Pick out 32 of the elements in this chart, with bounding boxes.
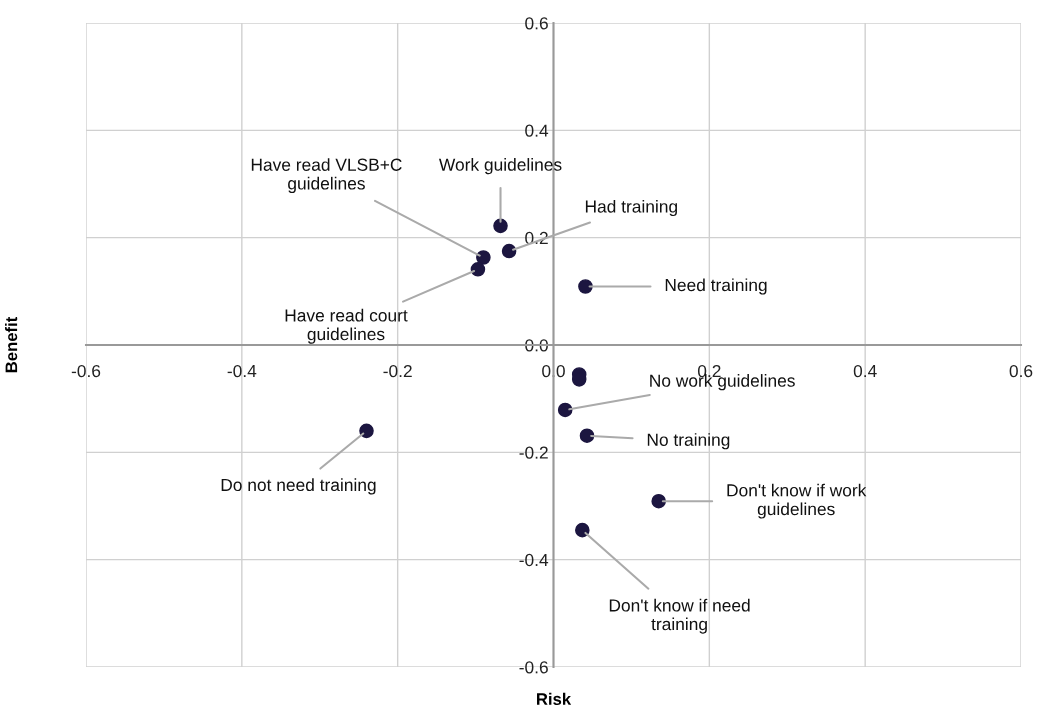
y-tick-label: -0.6 xyxy=(519,661,548,674)
point xyxy=(575,522,590,538)
x-tick-label: -0.6 xyxy=(71,364,101,378)
point xyxy=(579,428,595,443)
point xyxy=(359,423,374,439)
y-tick-label: 0.6 xyxy=(525,17,548,30)
annotation: Have read VLSB+C guidelines xyxy=(251,158,402,194)
point xyxy=(651,493,666,509)
point xyxy=(578,279,593,294)
point xyxy=(476,250,491,265)
y-tick-label: -0.2 xyxy=(519,446,548,459)
x-tick-label: 0.0 xyxy=(542,364,565,378)
point xyxy=(470,262,486,277)
x-tick-label: -0.2 xyxy=(383,364,412,378)
annotation: Need training xyxy=(665,278,767,295)
annotation: Had training xyxy=(585,199,677,217)
y-axis-title: Benefit xyxy=(5,316,18,373)
x-tick-label: 0.6 xyxy=(1009,364,1033,378)
annotation: Don't know if need training xyxy=(609,598,750,634)
y-tick-label: 0.4 xyxy=(525,124,549,137)
annotation: No training xyxy=(647,433,730,450)
point xyxy=(557,402,573,418)
y-tick-label: -0.4 xyxy=(519,553,549,567)
point xyxy=(501,243,517,259)
x-tick-label: 0.4 xyxy=(853,364,877,378)
x-tick-label: -0.4 xyxy=(227,364,257,378)
annotation: Don't know if work guidelines xyxy=(727,483,867,519)
x-axis-title: Risk xyxy=(537,692,572,705)
annotation: Do not need training xyxy=(221,478,376,495)
annotation: Have read court guidelines xyxy=(285,308,408,344)
point xyxy=(493,218,508,234)
annotation: Work guidelines xyxy=(438,158,562,175)
